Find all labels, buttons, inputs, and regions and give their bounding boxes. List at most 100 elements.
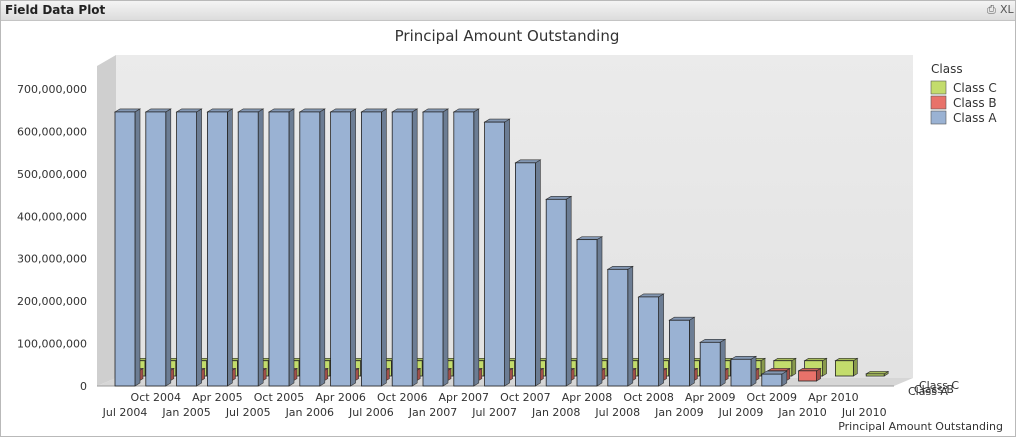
bar-class-a[interactable] (329, 108, 357, 387)
bar-class-a-top (760, 370, 788, 375)
bar-class-a-side (565, 195, 572, 387)
bar-class-a-front (699, 341, 721, 387)
depth-label-class-b: Class B (914, 383, 954, 396)
bar-class-a[interactable] (729, 355, 758, 387)
bar-class-a[interactable] (606, 265, 634, 387)
bar-class-a-front (176, 111, 198, 387)
legend-item-label[interactable]: Class C (953, 81, 997, 95)
y-tick-label: 300,000,000 (17, 253, 87, 266)
bar-class-a[interactable] (391, 108, 419, 387)
x-tick-label: Oct 2008 (623, 391, 674, 404)
bar-class-a-top (699, 338, 727, 343)
legend-item-label[interactable]: Class B (953, 96, 997, 110)
bar-class-a[interactable] (267, 108, 296, 387)
bar-class-a-top (729, 355, 758, 360)
y-tick-label: 0 (80, 380, 87, 393)
bar-class-a-side (535, 159, 541, 387)
x-tick-label: Oct 2009 (747, 391, 798, 404)
bar-class-a[interactable] (668, 316, 696, 387)
bar-class-a-side (319, 108, 326, 387)
legend-swatch (930, 95, 947, 110)
bar-class-a[interactable] (360, 108, 388, 387)
bar-class-c-side (822, 357, 827, 377)
x-tick-label: Jan 2007 (408, 406, 457, 419)
bar-class-a[interactable] (483, 118, 511, 387)
x-tick-label: Jan 2008 (531, 406, 580, 419)
bar-class-a-side (658, 293, 664, 387)
bar-class-b[interactable] (797, 367, 822, 382)
bar-class-a-side (411, 108, 418, 387)
bar-class-a[interactable] (452, 108, 480, 387)
bar-class-a-front (515, 162, 536, 387)
bar-class-a-top (606, 266, 634, 270)
legend-swatch (930, 80, 947, 95)
bar-class-a[interactable] (175, 108, 203, 387)
chart-back-wall (116, 55, 913, 378)
bar-class-a[interactable] (144, 108, 172, 387)
y-tick-label: 100,000,000 (17, 338, 87, 351)
bar-class-a-top (237, 108, 265, 113)
bar-class-a[interactable] (206, 108, 234, 387)
bar-class-a[interactable] (637, 293, 665, 387)
x-tick-label: Oct 2007 (500, 391, 551, 404)
bar-class-a-side (381, 108, 387, 387)
bar-class-a-front (576, 239, 598, 387)
bar-class-a-top (267, 108, 296, 113)
bar-class-a[interactable] (575, 236, 604, 387)
bar-class-a[interactable] (237, 108, 265, 387)
bar-class-a-side (504, 118, 510, 387)
x-tick-label: Jul 2010 (841, 406, 887, 419)
bar-class-a-top (545, 196, 573, 200)
bar-class-a-side (257, 108, 264, 387)
bar-class-a-side (750, 355, 757, 387)
bar-class-a[interactable] (113, 108, 142, 387)
bar-class-a-top (175, 108, 203, 113)
bar-class-a-front (330, 111, 352, 387)
bar-class-c[interactable] (834, 357, 859, 377)
bar-class-a-front (761, 373, 783, 387)
bar-class-a-front (206, 111, 228, 387)
bar-class-a-top (144, 108, 172, 113)
x-tick-label: Jan 2006 (285, 406, 334, 419)
x-tick-label: Apr 2005 (192, 391, 243, 404)
bar-class-a-top (637, 293, 665, 298)
bar-class-c[interactable] (865, 370, 890, 377)
depth-label-class-c: Class C (919, 379, 959, 392)
x-axis: Jul 2004 Oct 2004 Jan 2005 Apr 2005 Jul 2005… (102, 391, 887, 419)
bar-class-a-front (360, 111, 382, 387)
bar-class-a-front (669, 319, 690, 387)
bar-class-a[interactable] (298, 108, 326, 387)
y-tick-label: 400,000,000 (17, 210, 87, 223)
bar-class-a-top (514, 159, 542, 164)
bar-class-a[interactable] (514, 159, 542, 387)
x-tick-label: Oct 2005 (254, 391, 305, 404)
bar-class-a[interactable] (760, 370, 788, 387)
bar-class-a-top (452, 108, 480, 113)
bar-class-a-top (113, 108, 142, 113)
x-tick-label: Apr 2008 (562, 391, 613, 404)
bar-class-a-front (114, 111, 136, 387)
legend-item-label[interactable]: Class A (953, 111, 997, 125)
xl-export-button[interactable]: XL (1000, 3, 1014, 16)
print-icon[interactable]: ⎙ (987, 3, 996, 16)
bar-class-a-side (689, 316, 695, 387)
bar-class-c-front (835, 360, 854, 377)
bar-class-a-front (391, 111, 413, 387)
bar-class-a-side (627, 265, 634, 387)
bar-class-a-side (350, 108, 356, 387)
bar-class-a[interactable] (699, 338, 727, 387)
bar-class-a-top (421, 108, 450, 113)
bar-class-a[interactable] (421, 108, 450, 387)
y-tick-label: 200,000,000 (17, 295, 87, 308)
x-tick-label: Jul 2007 (471, 406, 517, 419)
bar-class-a[interactable] (545, 195, 573, 387)
bar-class-a-front (299, 111, 321, 387)
x-axis-title: Principal Amount Outstanding (838, 420, 1003, 433)
x-tick-label: Jul 2009 (718, 406, 764, 419)
bar-class-a-top (668, 316, 696, 321)
x-tick-label: Jan 2009 (654, 406, 703, 419)
x-tick-label: Jul 2006 (348, 406, 394, 419)
